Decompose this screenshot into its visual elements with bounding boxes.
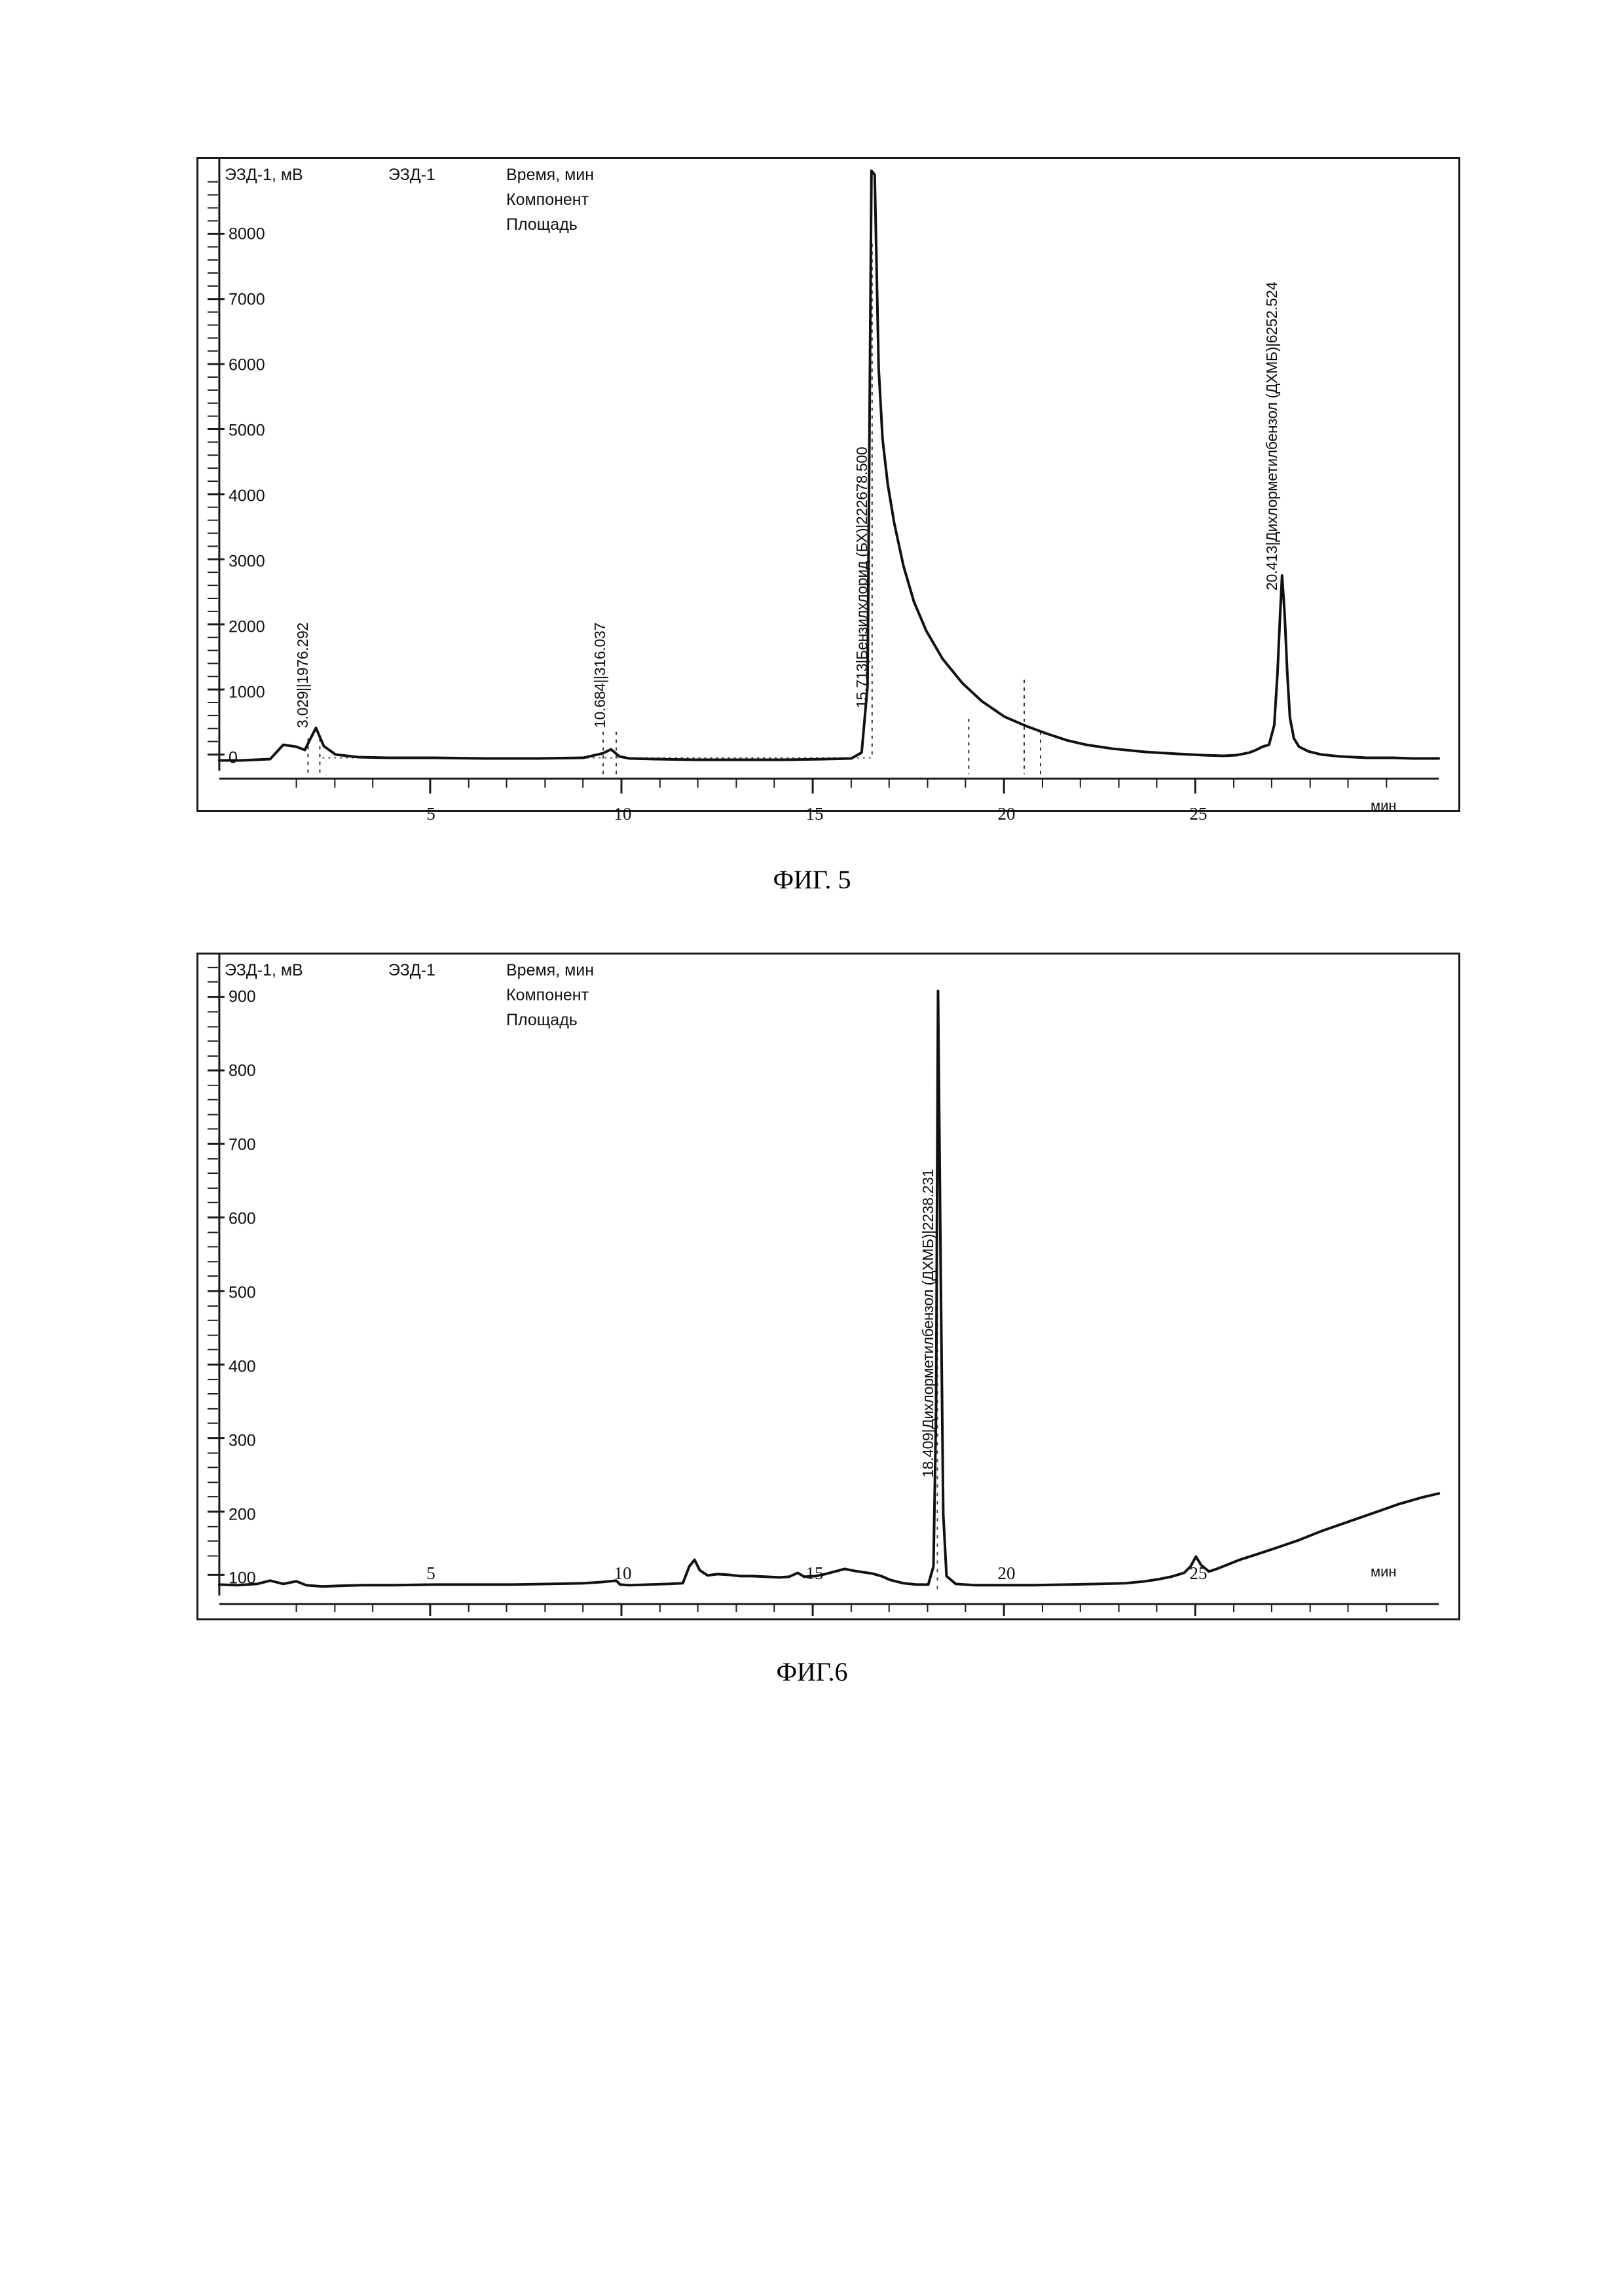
x-minor-ticks-6 <box>297 1604 1387 1612</box>
integration-marks-5 <box>308 244 1041 774</box>
x-minor-ticks-5 <box>297 778 1387 788</box>
chromatogram-trace-5 <box>219 171 1439 761</box>
figure-5-caption: ФИГ. 5 <box>0 864 1624 895</box>
chart-frame-5: ЭЗД-1, мВ ЭЗД-1 Время, мин Компонент Пло… <box>196 157 1460 812</box>
figure-5: ЭЗД-1, мВ ЭЗД-1 Время, мин Компонент Пло… <box>196 157 1460 812</box>
chromatogram-plot-5 <box>198 159 1458 810</box>
chromatogram-trace-6 <box>219 991 1439 1587</box>
figure-6-caption: ФИГ.6 <box>0 1656 1624 1687</box>
y-minor-ticks-6 <box>208 968 218 1556</box>
chart-frame-6: ЭЗД-1, мВ ЭЗД-1 Время, мин Компонент Пло… <box>196 953 1460 1620</box>
y-minor-ticks-5 <box>208 182 218 742</box>
figure-6: ЭЗД-1, мВ ЭЗД-1 Время, мин Компонент Пло… <box>196 953 1460 1620</box>
patent-page: ЭЗД-1, мВ ЭЗД-1 Время, мин Компонент Пло… <box>0 0 1624 2296</box>
chromatogram-plot-6 <box>198 955 1458 1618</box>
y-major-ticks-6 <box>208 997 225 1575</box>
